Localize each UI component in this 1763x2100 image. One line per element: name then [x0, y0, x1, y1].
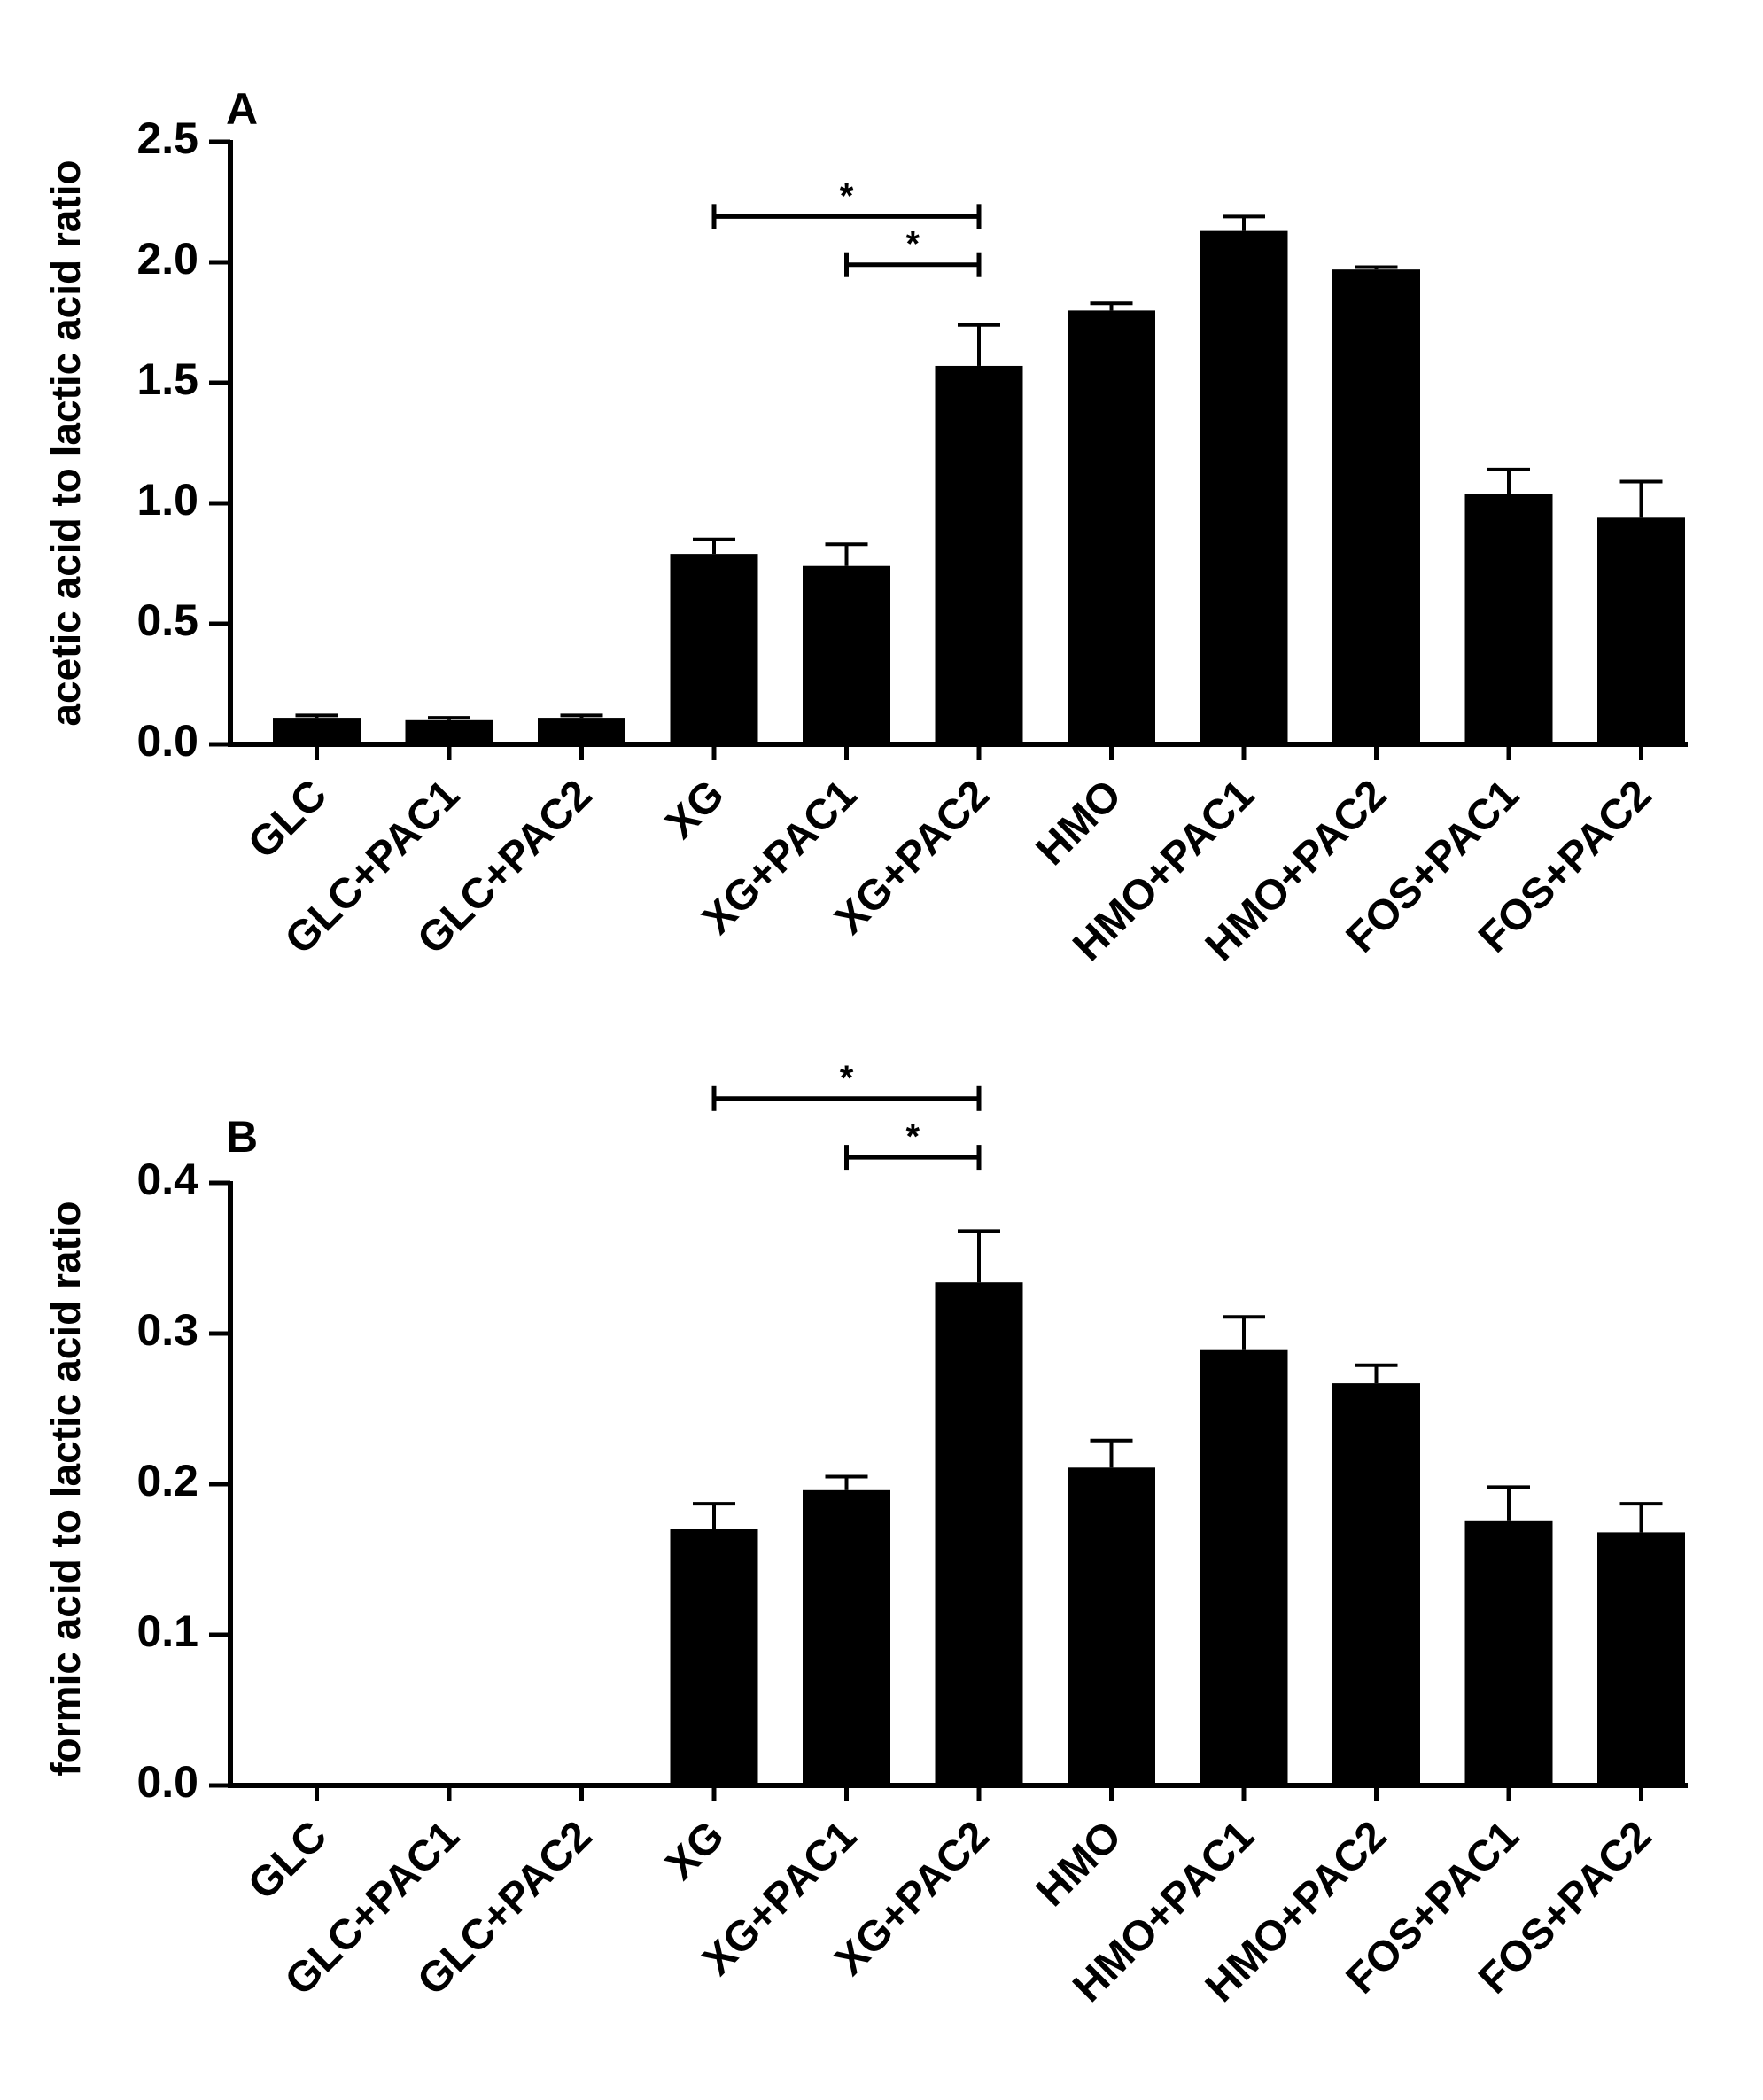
x-tick-label: XG — [656, 1812, 734, 1889]
x-tick-label: HMO — [1028, 771, 1131, 875]
bar-HMO+PAC1 — [1200, 1349, 1288, 1785]
y-tick-label: 1.5 — [136, 354, 198, 404]
y-tick-label: 0.0 — [136, 716, 198, 766]
y-axis-label: formic acid to lactic acid ratio — [43, 1201, 89, 1776]
significance-star: * — [840, 176, 854, 215]
y-tick-label: 0.2 — [136, 1456, 198, 1505]
bar-XG — [670, 554, 758, 744]
significance-star: * — [840, 1059, 854, 1098]
bar-XG+PAC2 — [935, 365, 1023, 744]
bar-HMO+PAC2 — [1332, 1383, 1420, 1785]
bar-XG+PAC2 — [935, 1282, 1023, 1785]
x-tick-label: GLC — [239, 771, 336, 867]
x-tick-label: XG — [656, 771, 734, 848]
bar-HMO+PAC1 — [1200, 230, 1288, 744]
bar-HMO — [1068, 310, 1155, 744]
y-tick-label: 0.0 — [136, 1757, 198, 1807]
bar-FOS+PAC1 — [1464, 1520, 1553, 1785]
bar-GLC+PAC1 — [405, 719, 493, 744]
significance-star: * — [905, 1117, 920, 1156]
y-axis-label: acetic acid to lactic acid ratio — [43, 159, 89, 726]
bar-GLC — [273, 718, 361, 744]
y-tick-label: 1.0 — [136, 475, 198, 525]
bar-XG+PAC1 — [803, 1489, 890, 1785]
y-tick-label: 2.0 — [136, 234, 198, 284]
y-tick-label: 0.1 — [136, 1606, 198, 1656]
bar-FOS+PAC1 — [1464, 494, 1553, 744]
x-tick-label: GLC — [239, 1812, 336, 1909]
bar-FOS+PAC2 — [1597, 1532, 1685, 1785]
bar-FOS+PAC2 — [1597, 517, 1685, 744]
y-tick-label: 0.3 — [136, 1305, 198, 1355]
y-tick-label: 2.5 — [136, 113, 198, 163]
bar-XG — [670, 1529, 758, 1785]
panel-label: B — [226, 1112, 258, 1162]
bar-GLC+PAC2 — [538, 718, 625, 744]
bar-XG+PAC1 — [803, 565, 890, 744]
bar-HMO — [1068, 1467, 1155, 1785]
y-tick-label: 0.5 — [136, 595, 198, 645]
bar-HMO+PAC2 — [1332, 269, 1420, 744]
y-tick-label: 0.4 — [136, 1155, 198, 1204]
panel-label: A — [226, 84, 258, 134]
x-tick-label: HMO — [1028, 1812, 1131, 1916]
significance-star: * — [905, 225, 920, 264]
